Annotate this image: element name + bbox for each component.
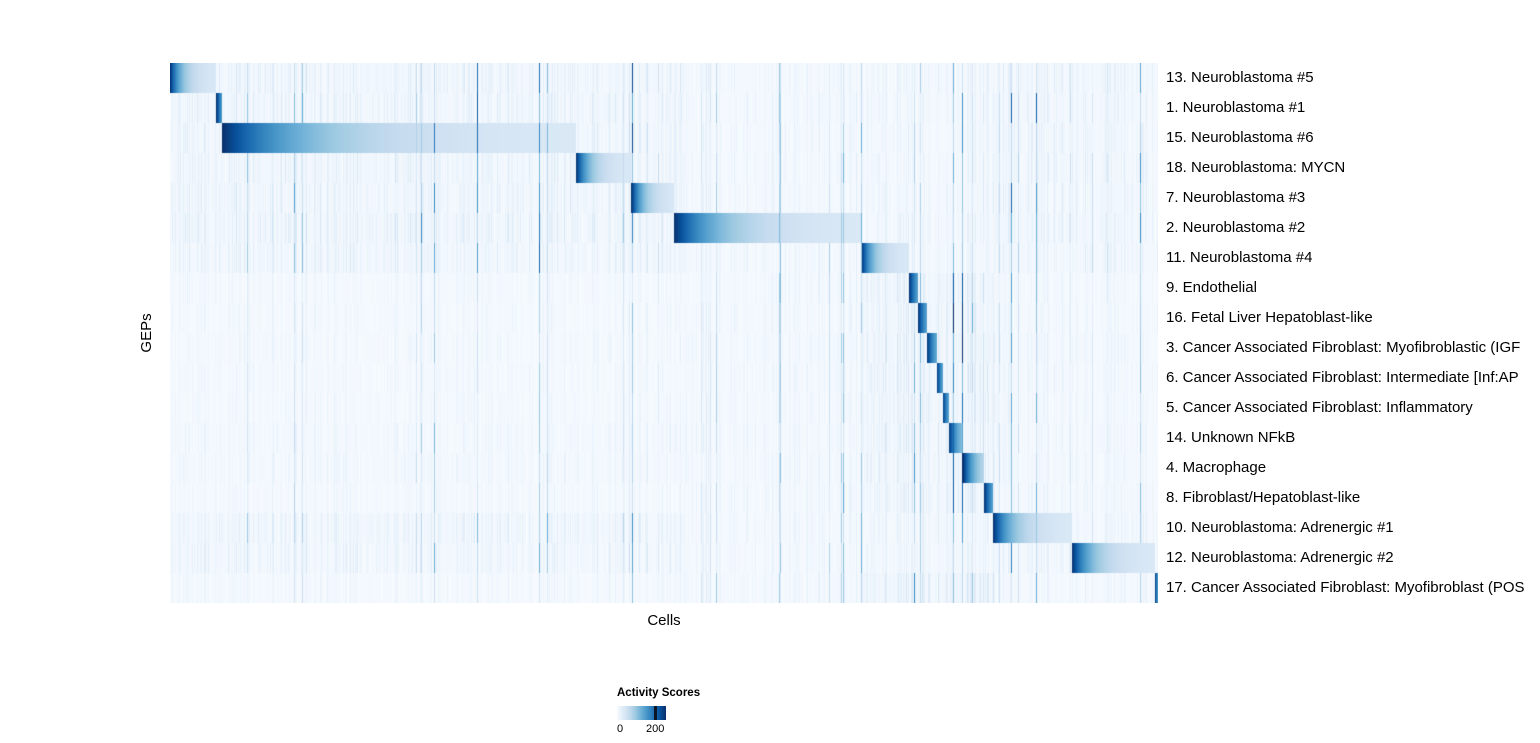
- row-label: 9. Endothelial: [1166, 279, 1257, 296]
- legend-title: Activity Scores: [617, 687, 701, 699]
- x-axis-label: Cells: [647, 612, 681, 629]
- row-label: 3. Cancer Associated Fibroblast: Myofibr…: [1166, 339, 1521, 356]
- row-label: 16. Fetal Liver Hepatoblast-like: [1166, 309, 1373, 326]
- colorbar-tick-labels: 0 200: [617, 723, 737, 736]
- row-label: 18. Neuroblastoma: MYCN: [1166, 159, 1346, 176]
- row-label: 6. Cancer Associated Fibroblast: Interme…: [1166, 369, 1519, 386]
- row-label: 13. Neuroblastoma #5: [1166, 69, 1314, 86]
- row-label: 14. Unknown NFkB: [1166, 429, 1296, 446]
- row-label: 15. Neuroblastoma #6: [1166, 129, 1314, 146]
- row-label: 11. Neuroblastoma #4: [1166, 249, 1313, 266]
- row-label: 5. Cancer Associated Fibroblast: Inflamm…: [1166, 399, 1473, 416]
- row-label: 10. Neuroblastoma: Adrenergic #1: [1166, 519, 1394, 536]
- y-axis-label: GEPs: [138, 313, 155, 353]
- colorbar-min-label: 0: [616, 723, 624, 735]
- row-label: 12. Neuroblastoma: Adrenergic #2: [1166, 549, 1394, 566]
- row-labels: 13. Neuroblastoma #5 1. Neuroblastoma #1 1…: [1166, 63, 1540, 603]
- row-label: 1. Neuroblastoma #1: [1166, 99, 1306, 116]
- row-label: 2. Neuroblastoma #2: [1166, 219, 1306, 236]
- colorbar-legend: Activity Scores 0 200: [617, 687, 737, 736]
- row-label: 8. Fibroblast/Hepatoblast-like: [1166, 489, 1361, 506]
- row-label: 4. Macrophage: [1166, 459, 1267, 476]
- row-label: 17. Cancer Associated Fibroblast: Myofib…: [1166, 579, 1525, 596]
- colorbar: [617, 706, 666, 720]
- row-label: 7. Neuroblastoma #3: [1166, 189, 1306, 206]
- colorbar-tick-label: 200: [646, 723, 665, 735]
- heatmap: [170, 63, 1158, 603]
- colorbar-tick-mark: [654, 706, 657, 720]
